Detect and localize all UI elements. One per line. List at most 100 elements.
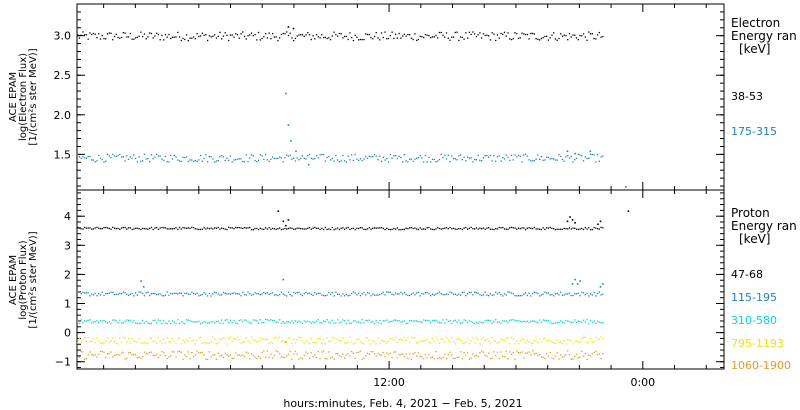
data-point [273,157,276,159]
data-point [546,319,548,322]
data-point [393,319,395,321]
data-point [266,37,269,39]
data-point [488,295,490,297]
data-point [129,319,131,321]
data-point [452,357,455,360]
data-point [156,32,158,34]
data-point [449,160,451,163]
data-point [328,37,330,39]
data-point [110,32,112,34]
data-point [317,36,319,38]
data-point [387,353,390,356]
data-point [328,155,330,158]
data-point [301,228,304,230]
data-point [293,322,295,324]
data-point [243,341,246,343]
data-point [321,153,323,156]
data-point [308,357,311,360]
data-point [526,33,528,36]
data-point [445,158,448,160]
data-point [136,322,139,325]
data-point [416,355,418,357]
data-point [150,293,153,295]
data-point [156,293,158,296]
data-point [99,294,102,296]
data-point [349,336,351,339]
data-point [287,26,290,28]
data-point [231,357,233,360]
data-point [210,321,212,323]
data-point [440,293,442,295]
data-point [596,153,599,156]
data-point [159,155,161,157]
data-point [437,160,439,162]
data-point [77,320,79,322]
data-point [484,155,486,157]
data-point [217,320,219,322]
data-point [78,322,81,325]
data-point [247,160,249,163]
data-point [203,292,205,294]
data-point [298,358,300,360]
data-point [185,319,188,321]
data-point [347,38,349,41]
proton-panel-frame [76,189,725,370]
data-point [426,319,428,322]
data-point [500,227,502,229]
data-point [236,158,239,160]
data-point [198,295,200,297]
data-point [400,291,402,294]
data-point [442,156,444,159]
data-point [315,227,318,230]
data-point [347,353,349,355]
data-point [496,34,499,36]
data-point [370,321,372,323]
data-point [101,228,103,230]
data-point [249,157,251,159]
data-point [523,33,525,35]
data-point [103,226,105,229]
data-point [199,336,202,339]
data-point [524,33,527,36]
data-point [286,343,288,345]
data-point [544,35,546,38]
data-point [354,320,356,322]
data-point [340,227,342,229]
data-point [479,32,481,34]
data-point [261,37,263,40]
data-point [382,320,384,322]
data-point [391,356,393,359]
data-point [105,160,107,162]
data-point [547,227,550,229]
data-point [597,223,599,226]
data-point [591,321,593,323]
data-point [419,339,421,342]
data-point [380,32,383,34]
data-point [438,342,441,344]
data-point [351,292,353,295]
data-point [240,295,242,297]
data-point [342,319,344,321]
data-point [405,353,407,355]
data-point [463,352,465,354]
data-point [416,228,418,230]
data-point [108,353,110,355]
data-point [472,353,474,355]
data-point [553,228,555,230]
data-point [268,320,270,322]
data-point [359,322,362,324]
data-point [600,294,602,296]
data-point [373,353,376,355]
data-point [78,156,81,158]
data-point [484,34,486,37]
data-point [407,33,409,36]
data-point [358,338,360,340]
data-point [517,352,520,354]
data-point [245,337,247,339]
data-point [112,356,114,358]
data-point [208,351,211,353]
data-point [530,354,532,356]
data-point [279,156,281,158]
data-point [568,339,571,341]
data-point [386,38,388,40]
